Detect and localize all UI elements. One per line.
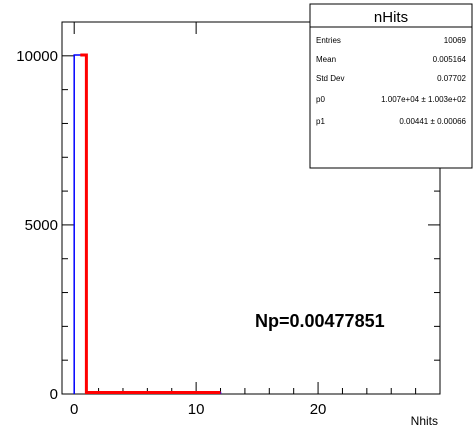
fit-line xyxy=(80,53,221,394)
x-tick-label: 0 xyxy=(70,401,78,418)
stats-box: nHits Entries 10069 Mean 0.005164 Std Dev 0.0… xyxy=(309,3,473,169)
x-tick-label: 20 xyxy=(310,401,327,418)
stats-row-label: p0 xyxy=(316,95,325,104)
stats-row-value: 0.07702 xyxy=(437,74,466,83)
histogram-bin xyxy=(73,54,88,394)
tick-labels: 0 10 20 0 5000 10000 xyxy=(16,48,326,418)
y-tick-label: 5000 xyxy=(25,217,58,234)
stats-title: nHits xyxy=(374,9,408,26)
x-tick-label: 10 xyxy=(188,401,205,418)
y-tick-label: 0 xyxy=(50,386,58,403)
stats-row-label: Std Dev xyxy=(316,74,344,83)
y-tick-label: 10000 xyxy=(16,48,58,65)
plot-frame xyxy=(61,21,441,395)
stats-row-label: Entries xyxy=(316,36,341,45)
stats-row-value: 0.005164 xyxy=(433,55,467,64)
stats-rows: Entries 10069 Mean 0.005164 Std Dev 0.07702 p0… xyxy=(316,36,467,126)
np-annotation: Np=0.00477851 xyxy=(255,311,385,331)
histogram-series xyxy=(73,54,222,394)
stats-row-value: 10069 xyxy=(444,36,467,45)
x-axis-title: Nhits xyxy=(411,414,438,428)
stats-row-value: 0.00441 ± 0.00066 xyxy=(399,117,466,126)
stats-row-label: p1 xyxy=(316,117,325,126)
stats-box-frame xyxy=(309,3,473,169)
fit-series xyxy=(80,53,221,394)
stats-row-label: Mean xyxy=(316,55,336,64)
stats-row-value: 1.007e+04 ± 1.003e+02 xyxy=(381,95,466,104)
